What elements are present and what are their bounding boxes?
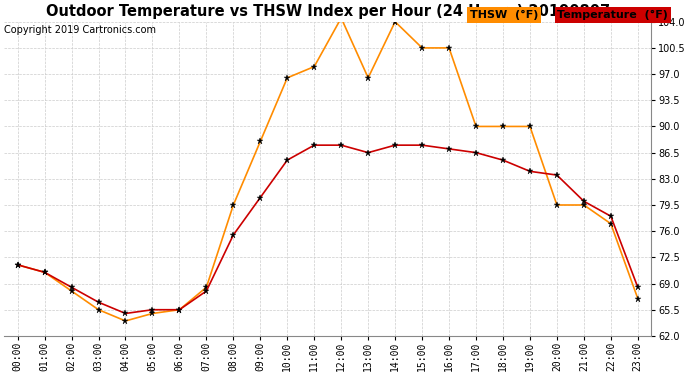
Title: Outdoor Temperature vs THSW Index per Hour (24 Hours) 20190807: Outdoor Temperature vs THSW Index per Ho… xyxy=(46,4,610,19)
Text: Copyright 2019 Cartronics.com: Copyright 2019 Cartronics.com xyxy=(4,26,156,36)
Text: THSW  (°F): THSW (°F) xyxy=(470,10,538,20)
Text: Temperature  (°F): Temperature (°F) xyxy=(558,10,669,20)
